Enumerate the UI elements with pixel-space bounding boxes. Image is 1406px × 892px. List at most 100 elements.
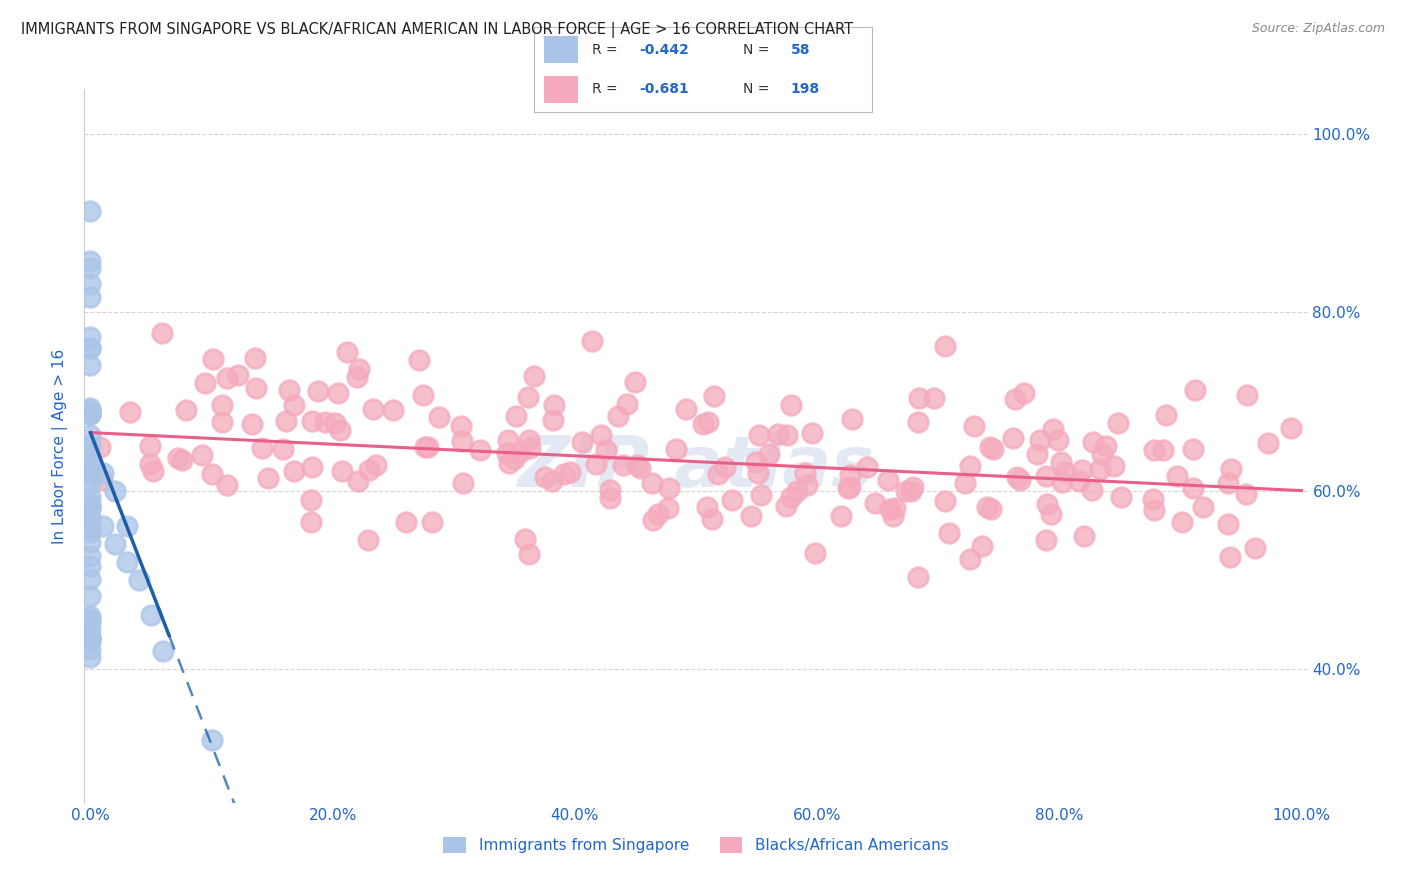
Point: [89, 440, 111, 454]
Point: [959, 551, 981, 566]
Point: [79, 407, 101, 421]
Point: [79, 407, 101, 421]
Point: [174, 403, 197, 417]
Point: [257, 471, 280, 485]
Point: [79, 290, 101, 304]
Point: [934, 339, 956, 353]
Point: [346, 475, 368, 489]
Point: [1170, 515, 1192, 529]
Point: [79, 631, 101, 645]
Point: [1142, 503, 1164, 517]
Point: [395, 515, 418, 529]
Point: [357, 533, 380, 548]
Point: [104, 537, 127, 551]
Point: [307, 384, 329, 398]
Point: [79, 260, 101, 275]
Point: [534, 469, 557, 483]
Point: [167, 451, 190, 466]
Point: [1073, 529, 1095, 543]
Point: [700, 512, 723, 526]
Point: [543, 398, 565, 412]
Text: ZIP atlas: ZIP atlas: [517, 433, 875, 502]
Point: [215, 477, 238, 491]
Point: [211, 415, 233, 429]
Point: [79, 622, 101, 636]
Point: [1219, 550, 1241, 565]
Point: [79, 466, 101, 480]
Point: [152, 644, 174, 658]
Point: [283, 398, 305, 412]
Point: [543, 413, 565, 427]
Y-axis label: In Labor Force | Age > 16: In Labor Force | Age > 16: [52, 349, 69, 543]
Point: [796, 478, 818, 492]
Point: [838, 480, 860, 494]
Point: [877, 473, 900, 487]
Point: [1166, 469, 1188, 483]
Point: [1050, 475, 1073, 489]
Point: [115, 555, 138, 569]
Point: [841, 412, 863, 426]
Point: [79, 401, 101, 415]
Point: [837, 481, 859, 495]
Point: [981, 442, 1004, 456]
Point: [1152, 443, 1174, 458]
Point: [623, 376, 645, 390]
Point: [79, 463, 101, 477]
Point: [581, 334, 603, 349]
Point: [553, 467, 575, 481]
Text: N =: N =: [744, 82, 775, 96]
Point: [79, 407, 101, 421]
Point: [517, 547, 540, 561]
Point: [1004, 392, 1026, 406]
Point: [1091, 447, 1114, 461]
Point: [758, 447, 780, 461]
Point: [599, 491, 621, 506]
Point: [79, 549, 101, 563]
Point: [79, 477, 101, 491]
Point: [79, 524, 101, 539]
Point: [215, 371, 238, 385]
Point: [647, 507, 669, 521]
Point: [413, 440, 436, 454]
Point: [780, 490, 803, 504]
Point: [242, 417, 264, 431]
Point: [641, 476, 664, 491]
Point: [79, 359, 101, 373]
Point: [800, 426, 823, 441]
Point: [79, 632, 101, 646]
Point: [934, 494, 956, 508]
Point: [422, 515, 444, 529]
Point: [79, 455, 101, 469]
Point: [749, 488, 772, 502]
Point: [675, 401, 697, 416]
Point: [427, 409, 450, 424]
Point: [79, 462, 101, 476]
Point: [79, 467, 101, 482]
Point: [883, 500, 905, 515]
Point: [79, 330, 101, 344]
Point: [79, 608, 101, 623]
Point: [79, 500, 101, 514]
Point: [245, 381, 267, 395]
Point: [1035, 533, 1057, 548]
Point: [1088, 462, 1111, 476]
Point: [120, 405, 142, 419]
Point: [1192, 500, 1215, 515]
Point: [79, 341, 101, 355]
Point: [1236, 388, 1258, 402]
Point: [1216, 476, 1239, 491]
Point: [79, 204, 101, 219]
Point: [1143, 442, 1166, 457]
Point: [1244, 541, 1267, 555]
Point: [271, 442, 294, 457]
Point: [451, 476, 474, 491]
Point: [740, 508, 762, 523]
Point: [79, 650, 101, 665]
Point: [79, 559, 101, 574]
Point: [139, 439, 162, 453]
Point: [250, 441, 273, 455]
Point: [1040, 507, 1063, 521]
Point: [139, 457, 162, 471]
Point: [1104, 458, 1126, 473]
Point: [152, 326, 174, 341]
